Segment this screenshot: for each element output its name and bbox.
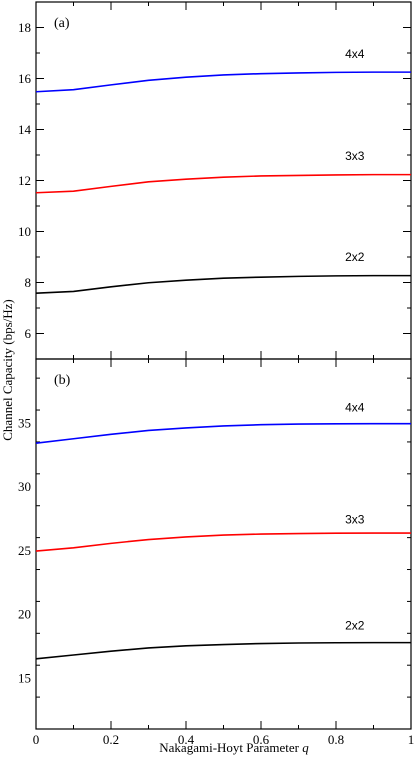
panel-a-y-tick-label: 6 <box>25 326 32 341</box>
x-tick-label: 0.2 <box>103 732 119 747</box>
panel-b-series-4x4-label: 4x4 <box>345 400 365 414</box>
panel-b-tag: (b) <box>54 373 71 388</box>
x-tick-label: 0 <box>33 732 40 747</box>
panel-b-y-tick-label: 20 <box>18 607 31 622</box>
panel-a-y-tick-label: 14 <box>18 122 32 137</box>
panel-a: 6 8 10 12 14 16 18 4x4 3x3 2x2 (a) <box>18 1 412 360</box>
panel-a-series-2x2-label: 2x2 <box>345 250 365 264</box>
x-axis-title-text: Nakagami-Hoyt Parameter <box>159 740 299 755</box>
panel-a-y-tick-label: 10 <box>18 224 31 239</box>
panel-b-series-2x2-label: 2x2 <box>345 618 365 632</box>
x-axis-title-symbol: q <box>302 740 309 755</box>
x-axis-title: Nakagami-Hoyt Parameter q <box>159 740 309 755</box>
panel-b-y-tick-label: 25 <box>18 543 31 558</box>
panel-a-tag: (a) <box>54 16 70 31</box>
x-tick-label: 0.6 <box>253 732 270 747</box>
panel-b-series-2x2-line <box>35 641 411 660</box>
panel-a-series-3x3-label: 3x3 <box>345 149 365 163</box>
panel-a-series-2x2-line <box>35 274 411 295</box>
panel-a-y-tick-label: 18 <box>18 20 31 35</box>
panel-b-y-tick-label: 30 <box>18 479 31 494</box>
panel-b: 15 20 25 30 35 4x4 3x3 2x2 (b) 0 0.2 0.4 0.6 0.8 1 <box>18 358 415 747</box>
panel-a-y-tick-label: 8 <box>25 275 32 290</box>
panel-b-y-tick-label: 15 <box>18 670 31 685</box>
panel-a-series-4x4-line <box>35 71 411 93</box>
panel-b-y-tick-label: 35 <box>18 415 31 430</box>
panel-b-series-4x4-line <box>35 422 411 445</box>
y-axis-title: Channel Capacity (bps/Hz) <box>0 299 15 441</box>
panel-a-y-tick-label: 16 <box>18 71 32 86</box>
panel-b-series-3x3-label: 3x3 <box>345 513 365 527</box>
panel-b-frame <box>35 358 412 730</box>
x-tick-label: 1 <box>408 732 415 747</box>
panel-b-series-3x3-line <box>35 532 411 552</box>
x-tick-label: 0.4 <box>178 732 195 747</box>
x-tick-label: 0.8 <box>328 732 344 747</box>
panel-a-series-4x4-label: 4x4 <box>345 47 365 61</box>
panel-a-series-3x3-line <box>35 173 411 194</box>
panel-a-y-tick-label: 12 <box>18 173 31 188</box>
